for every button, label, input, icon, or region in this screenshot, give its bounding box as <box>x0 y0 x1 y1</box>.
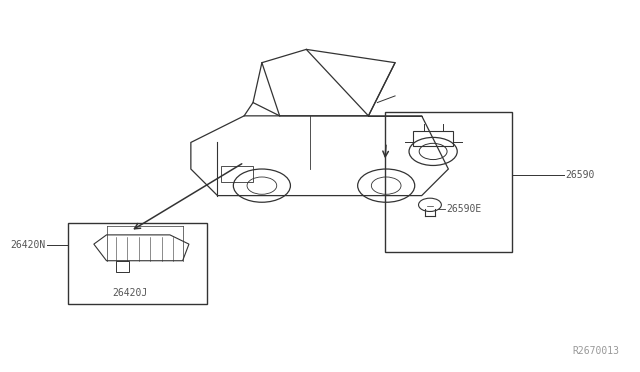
Text: R2670013: R2670013 <box>573 346 620 356</box>
Bar <box>221 166 253 182</box>
Text: 26590E: 26590E <box>447 203 482 214</box>
Text: 26420N: 26420N <box>10 240 45 250</box>
Text: 26420J: 26420J <box>113 288 148 298</box>
Text: 26590: 26590 <box>566 170 595 180</box>
Bar <box>385 112 512 253</box>
Bar <box>413 131 453 146</box>
Bar <box>68 223 207 304</box>
